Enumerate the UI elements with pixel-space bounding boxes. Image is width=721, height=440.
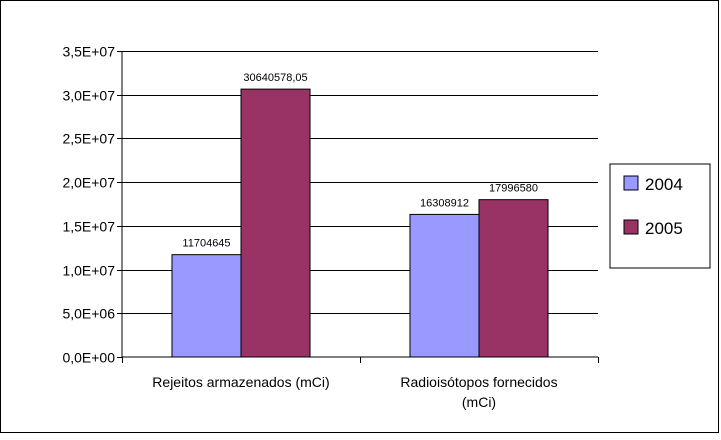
bar-2004-1 (171, 254, 242, 358)
data-label: 16308912 (420, 197, 469, 209)
y-tick-label: 3,0E+07 (62, 88, 115, 104)
y-tick-label: 1,5E+07 (62, 219, 115, 235)
axes (121, 51, 599, 363)
legend-label: 2005 (645, 219, 683, 238)
legend-label: 2004 (645, 175, 683, 194)
category-labels: Rejeitos armazenados (mCi) Radioisótopos … (152, 374, 557, 410)
y-tick-label: 5,0E+06 (62, 306, 115, 322)
legend-swatch-2004 (623, 175, 639, 191)
data-label: 11704645 (182, 238, 230, 250)
data-label: 30640578,05 (243, 72, 307, 84)
data-labels: 11704645 30640578,05 16308912 17996580 (182, 72, 538, 250)
category-label: Radioisótopos fornecidos (400, 374, 557, 390)
data-label: 17996580 (489, 183, 538, 195)
y-tick-labels: 0,0E+00 5,0E+06 1,0E+07 1,5E+07 2,0E+07 2,5E+… (62, 44, 122, 366)
bars (171, 88, 549, 358)
category-label: Rejeitos armazenados (mCi) (152, 374, 329, 390)
bar-2005-2 (478, 199, 549, 358)
bar-2004-2 (409, 213, 480, 358)
bar-2005-1 (240, 88, 311, 358)
y-tick-label: 2,0E+07 (62, 175, 115, 191)
y-tick-label: 1,0E+07 (62, 263, 115, 279)
y-tick-label: 0,0E+00 (62, 350, 115, 366)
legend-swatch-2005 (623, 219, 639, 235)
y-tick-label: 2,5E+07 (62, 131, 115, 147)
legend: 2004 2005 (609, 163, 711, 269)
category-label: (mCi) (462, 394, 496, 410)
y-tick-label: 3,5E+07 (62, 44, 115, 60)
